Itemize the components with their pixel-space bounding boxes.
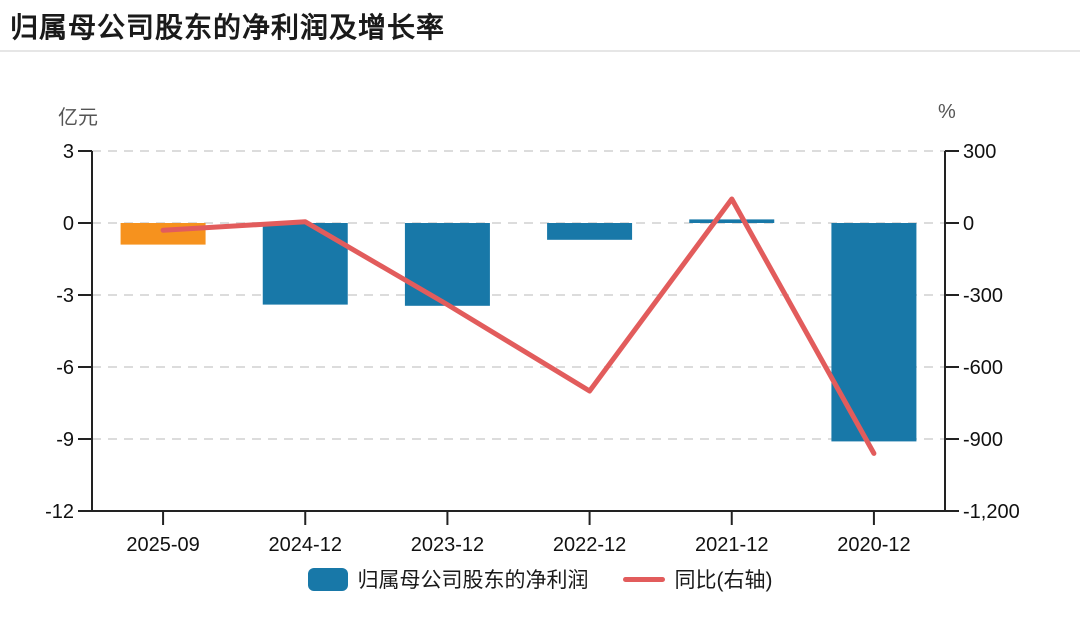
bar-series-swatch (307, 567, 348, 591)
right-tick-label: 300 (963, 141, 996, 163)
x-tick-label: 2025-09 (126, 534, 199, 556)
legend-label-net-profit: 归属母公司股东的净利润 (357, 569, 589, 592)
bar-2024-12 (262, 223, 348, 305)
bar-2020-12 (831, 223, 917, 442)
line-series-swatch (622, 576, 665, 582)
right-tick-label: -600 (963, 357, 1003, 379)
legend-item-yoy-growth[interactable]: 同比(右轴) (622, 564, 773, 594)
left-tick-label: -6 (56, 357, 74, 379)
x-tick-label: 2020-12 (837, 534, 910, 556)
left-axis-unit-label: 亿元 (58, 107, 98, 129)
yoy-growth-line (160, 196, 877, 456)
x-tick-label: 2024-12 (269, 534, 342, 556)
right-tick-label: 0 (963, 213, 974, 235)
right-axis-unit-label: % (938, 101, 956, 123)
chart-legend: 归属母公司股东的净利润 同比(右轴) (0, 564, 1080, 594)
left-tick-label: -12 (45, 501, 74, 523)
left-tick-label: 3 (63, 141, 74, 163)
page-title: 归属母公司股东的净利润及增长率 (10, 12, 446, 43)
left-tick-label: -9 (56, 429, 74, 451)
left-tick-label: -3 (56, 285, 74, 307)
bar-2023-12 (404, 223, 490, 306)
right-tick-label: -900 (963, 429, 1003, 451)
bar-2021-12 (689, 219, 775, 223)
x-tick-label: 2022-12 (553, 534, 626, 556)
left-tick-label: 0 (63, 213, 74, 235)
legend-label-yoy-growth: 同比(右轴) (674, 569, 773, 592)
right-tick-label: -300 (963, 285, 1003, 307)
x-tick-label: 2021-12 (695, 534, 768, 556)
legend-item-net-profit[interactable]: 归属母公司股东的净利润 (307, 564, 589, 594)
x-tick-label: 2023-12 (411, 534, 484, 556)
bar-2022-12 (547, 223, 633, 240)
title-divider (0, 50, 1080, 52)
right-tick-label: -1,200 (963, 501, 1020, 523)
